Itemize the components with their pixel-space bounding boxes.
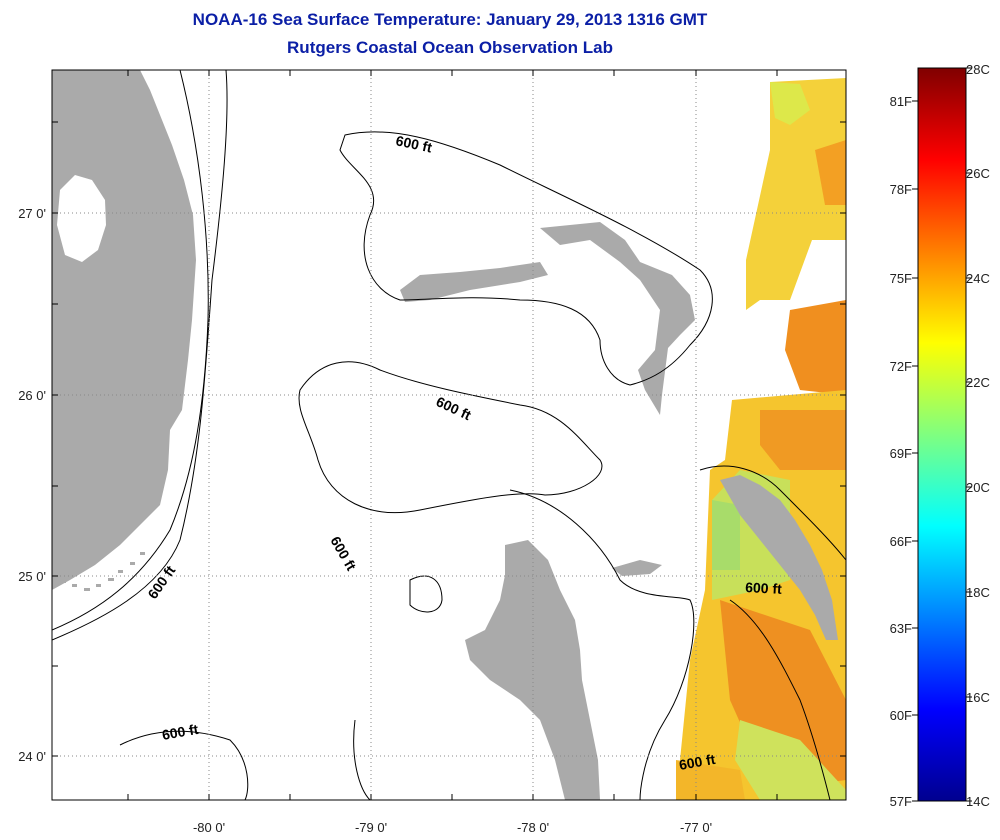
colorbar-fahrenheit-label: 63F (890, 621, 912, 636)
contour-label: 600 ft (745, 579, 783, 597)
colorbar-fahrenheit-label: 81F (890, 94, 912, 109)
colorbar-celsius-label: 22C (966, 375, 990, 390)
land-grand-bahama (400, 262, 548, 302)
axis-ticks (52, 70, 846, 800)
colorbar-ticks (912, 67, 972, 802)
florida-keys (60, 552, 145, 591)
colorbar (917, 67, 967, 802)
land-eleuthera (720, 475, 838, 640)
lat-label: 26 0' (18, 388, 46, 403)
contour-label: 600 ft (678, 751, 717, 773)
colorbar-fahrenheit-label: 60F (890, 708, 912, 723)
lat-label: 24 0' (18, 749, 46, 764)
colorbar-celsius-label: 18C (966, 585, 990, 600)
land-new-providence (612, 560, 662, 576)
colorbar-fahrenheit-label: 69F (890, 446, 912, 461)
colorbar-celsius-label: 20C (966, 480, 990, 495)
lat-label: 25 0' (18, 569, 46, 584)
colorbar-celsius-label: 28C (966, 62, 990, 77)
colorbar-fahrenheit-label: 66F (890, 534, 912, 549)
chart-subtitle: Rutgers Coastal Ocean Observation Lab (287, 38, 613, 57)
contour-label: 600 ft (394, 132, 433, 155)
depth-contours-600ft (52, 70, 846, 800)
colorbar-fahrenheit-label: 72F (890, 359, 912, 374)
colorbar-celsius-label: 24C (966, 271, 990, 286)
lake-okeechobee (57, 175, 106, 262)
plot-frame (51, 69, 847, 801)
colorbar-fahrenheit-label: 57F (890, 794, 912, 809)
sst-data-swath (676, 78, 846, 800)
colorbar-celsius-label: 14C (966, 794, 990, 809)
lon-label: -79 0' (355, 820, 387, 835)
colorbar-celsius-label: 16C (966, 690, 990, 705)
colorbar-fahrenheit-label: 75F (890, 271, 912, 286)
lat-label: 27 0' (18, 206, 46, 221)
graticule (52, 70, 846, 800)
lon-label: -80 0' (193, 820, 225, 835)
colorbar-celsius-label: 26C (966, 166, 990, 181)
land-great-abaco (540, 222, 695, 415)
contour-label: 600 ft (161, 721, 200, 743)
lon-label: -77 0' (680, 820, 712, 835)
colorbar-fahrenheit-label: 78F (890, 182, 912, 197)
chart-title: NOAA-16 Sea Surface Temperature: January… (192, 10, 708, 29)
lon-label: -78 0' (517, 820, 549, 835)
